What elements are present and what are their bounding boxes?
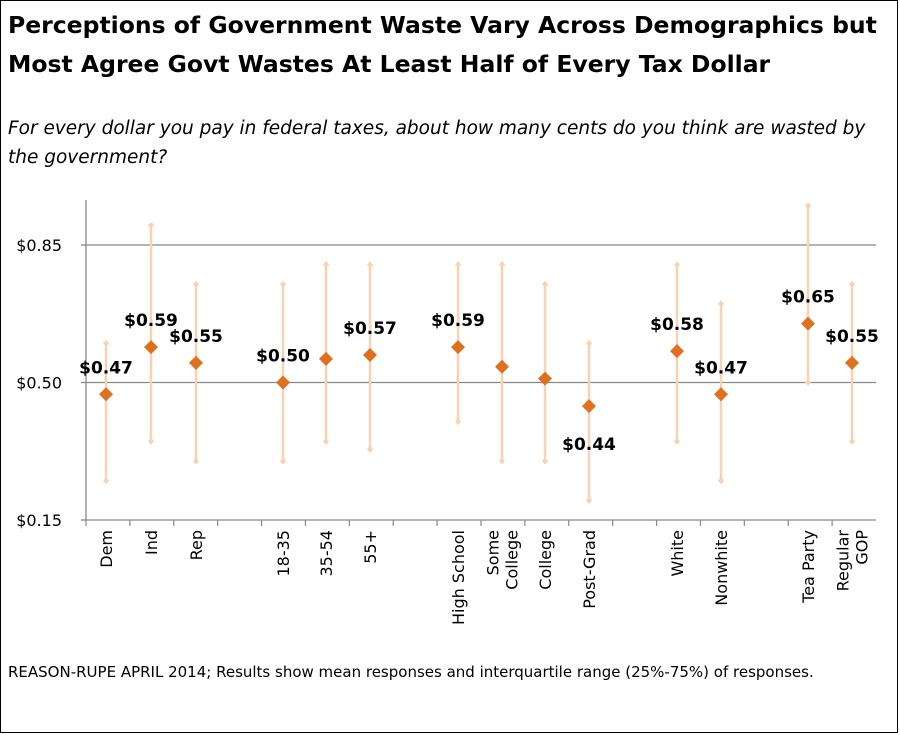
mean-point <box>319 351 333 366</box>
mean-point <box>363 348 377 362</box>
mean-point <box>495 359 509 374</box>
mean-point <box>538 371 552 386</box>
x-category-label: College <box>536 530 555 590</box>
source-footnote: REASON-RUPE APRIL 2014; Results show mea… <box>8 663 814 681</box>
y-tick-label: $0.15 <box>16 511 62 530</box>
x-tick-label: Rep <box>187 530 206 560</box>
chart-plot: $0.85 $0.50 $0.15 $0.47 Dem $0.59 Ind $0.55 Rep $… <box>16 200 879 625</box>
x-tick-label: Regular <box>834 530 853 592</box>
iqr-end-marker <box>499 457 505 465</box>
x-category-label: White <box>668 530 687 577</box>
x-tick-label: GOP <box>853 530 872 565</box>
x-category-label: Dem <box>97 530 116 568</box>
data-label: $0.47 <box>79 358 133 378</box>
iqr-end-marker <box>674 437 680 445</box>
chart-title-line1: Perceptions of Government Waste Vary Acr… <box>8 11 877 39</box>
iqr-end-marker <box>849 437 855 445</box>
x-category-label: Ind <box>142 530 161 555</box>
y-tick-label: $0.50 <box>16 374 62 393</box>
x-tick-label: College <box>503 530 522 590</box>
iqr-end-marker <box>367 261 373 269</box>
iqr-end-marker <box>148 221 154 229</box>
x-tick-label: College <box>536 530 555 590</box>
iqr-end-marker <box>542 457 548 465</box>
iqr-end-marker <box>674 261 680 269</box>
iqr-end-marker <box>367 445 373 453</box>
iqr-end-marker <box>586 496 592 504</box>
chart-title: Perceptions of Government Waste Vary Acr… <box>8 6 888 84</box>
mean-point <box>189 355 203 370</box>
x-tick-label: Tea Party <box>799 530 818 604</box>
iqr-end-marker <box>718 300 724 308</box>
x-category-label: High School <box>449 530 468 625</box>
data-label: $0.59 <box>124 311 178 331</box>
x-category-label: 18-35 <box>274 530 293 577</box>
y-tick-label: $0.85 <box>16 236 62 255</box>
iqr-end-marker <box>718 477 724 485</box>
data-label: $0.65 <box>781 288 835 308</box>
iqr-end-marker <box>455 261 461 269</box>
iqr-end-marker <box>586 339 592 347</box>
x-category-label: 35-54 <box>317 530 336 577</box>
x-category-label: Some College <box>484 530 522 590</box>
x-tick-label: Post-Grad <box>580 530 599 609</box>
data-label: $0.55 <box>169 327 223 347</box>
x-tick-label: 35-54 <box>317 530 336 577</box>
x-tick-label: 55+ <box>361 530 380 564</box>
data-label: $0.58 <box>650 315 704 335</box>
x-category-label: Rep <box>187 530 206 560</box>
iqr-end-marker <box>148 437 154 445</box>
x-tick-label: Ind <box>142 530 161 555</box>
chart-title-line2: Most Agree Govt Wastes At Least Half of … <box>8 50 771 78</box>
iqr-end-marker <box>193 457 199 465</box>
mean-point <box>801 316 815 331</box>
iqr-end-marker <box>280 280 286 288</box>
x-category-label: 55+ <box>361 530 380 564</box>
x-tick-label: Some <box>484 530 503 575</box>
x-category-label: Tea Party <box>799 530 818 604</box>
data-label: $0.47 <box>694 358 748 378</box>
iqr-end-marker <box>805 202 811 210</box>
mean-point <box>99 387 113 402</box>
data-label: $0.59 <box>431 311 485 331</box>
data-label: $0.55 <box>825 327 879 347</box>
data-label: $0.44 <box>562 435 616 455</box>
iqr-end-marker <box>499 261 505 269</box>
x-tick-label: Dem <box>97 530 116 568</box>
iqr-end-marker <box>103 477 109 485</box>
iqr-end-marker <box>805 379 811 386</box>
iqr-end-marker <box>323 261 329 269</box>
mean-point <box>845 355 859 370</box>
data-label: $0.50 <box>256 347 310 367</box>
iqr-end-marker <box>323 437 329 445</box>
mean-point <box>451 340 465 355</box>
x-category-label: Regular GOP <box>834 530 872 592</box>
x-category-label: Post-Grad <box>580 530 599 609</box>
mean-point <box>144 340 158 355</box>
x-tick-label: White <box>668 530 687 577</box>
iqr-end-marker <box>103 339 109 347</box>
mean-point <box>582 399 596 414</box>
iqr-end-marker <box>193 280 199 288</box>
iqr-end-marker <box>280 457 286 465</box>
mean-point <box>714 387 728 402</box>
iqr-end-marker <box>542 280 548 288</box>
x-category-label: Nonwhite <box>712 530 731 606</box>
chart-subtitle: For every dollar you pay in federal taxe… <box>8 118 866 168</box>
x-tick-label: Nonwhite <box>712 530 731 606</box>
iqr-end-marker <box>455 418 461 426</box>
x-tick-label: 18-35 <box>274 530 293 577</box>
mean-point <box>670 344 684 359</box>
iqr-end-marker <box>849 280 855 288</box>
data-label: $0.57 <box>343 319 397 339</box>
x-tick-label: High School <box>449 530 468 625</box>
mean-point <box>276 375 290 390</box>
